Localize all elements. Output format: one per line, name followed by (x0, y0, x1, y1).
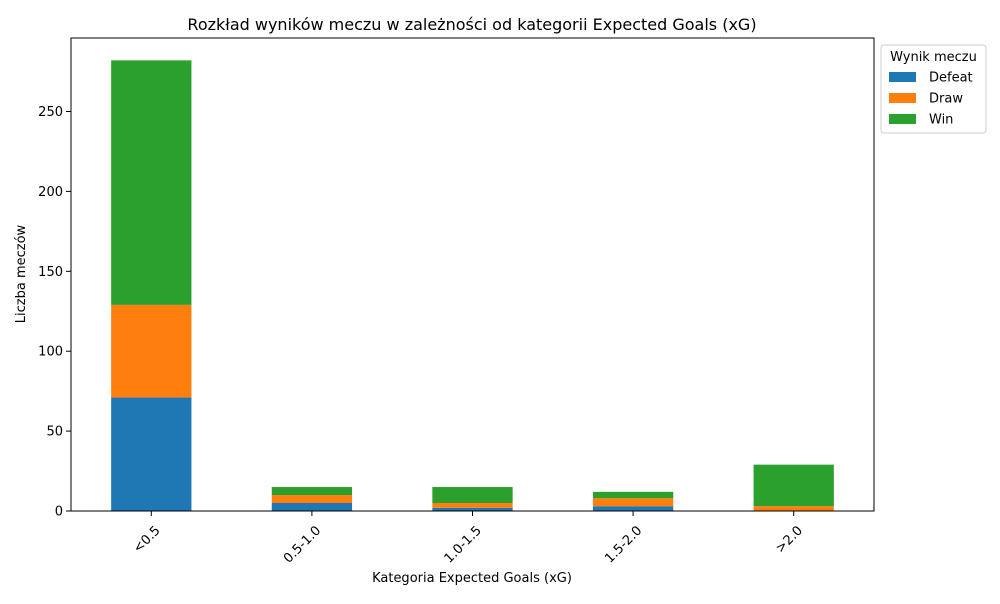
bar-win-2 (432, 487, 513, 504)
x-tick-label: 0.5-1.0 (281, 523, 324, 566)
y-tick-label: 150 (38, 265, 63, 280)
bar-defeat-3 (592, 506, 674, 511)
bars-group (111, 60, 834, 511)
bar-draw-4 (753, 506, 834, 511)
y-tick-label: 0 (55, 505, 63, 520)
y-tick-label: 250 (38, 105, 63, 120)
x-tick-label: >2.0 (773, 523, 806, 556)
y-tick-label: 200 (38, 185, 63, 200)
x-axis-label: Kategoria Expected Goals (xG) (372, 571, 572, 586)
bar-win-4 (753, 464, 834, 507)
legend-title: Wynik meczu (890, 50, 977, 65)
y-tick-label: 100 (38, 345, 63, 360)
bar-draw-3 (592, 498, 674, 507)
chart-title: Rozkład wyników meczu w zależności od ka… (187, 15, 756, 34)
bar-draw-1 (271, 495, 353, 504)
legend-label-draw: Draw (929, 92, 963, 107)
legend-box (880, 44, 987, 134)
x-tick-label: 1.5-2.0 (602, 523, 645, 566)
bar-draw-2 (432, 503, 513, 508)
legend-label-defeat: Defeat (929, 71, 973, 86)
bar-win-1 (271, 487, 353, 496)
y-tick-label: 50 (46, 425, 63, 440)
legend-swatch-win (889, 114, 916, 124)
x-axis: <0.5 0.5-1.0 1.0-1.5 1.5-2.0 >2.0 (131, 511, 806, 566)
x-tick-label: <0.5 (131, 523, 164, 556)
legend-label-win: Win (929, 113, 953, 128)
legend-swatch-defeat (889, 72, 916, 82)
bar-defeat-2 (432, 507, 513, 511)
bar-defeat-1 (271, 503, 353, 511)
legend-swatch-draw (889, 93, 916, 103)
bar-win-0 (111, 60, 192, 305)
x-tick-label: 1.0-1.5 (442, 523, 485, 566)
legend: Wynik meczu Defeat Draw Win (880, 44, 987, 134)
y-axis-label: Liczba meczów (14, 224, 29, 323)
y-axis: 0 50 100 150 200 250 (38, 105, 71, 520)
bar-defeat-0 (111, 397, 192, 511)
bar-win-3 (592, 491, 674, 499)
plot-frame (70, 37, 875, 512)
bar-draw-0 (111, 304, 192, 398)
